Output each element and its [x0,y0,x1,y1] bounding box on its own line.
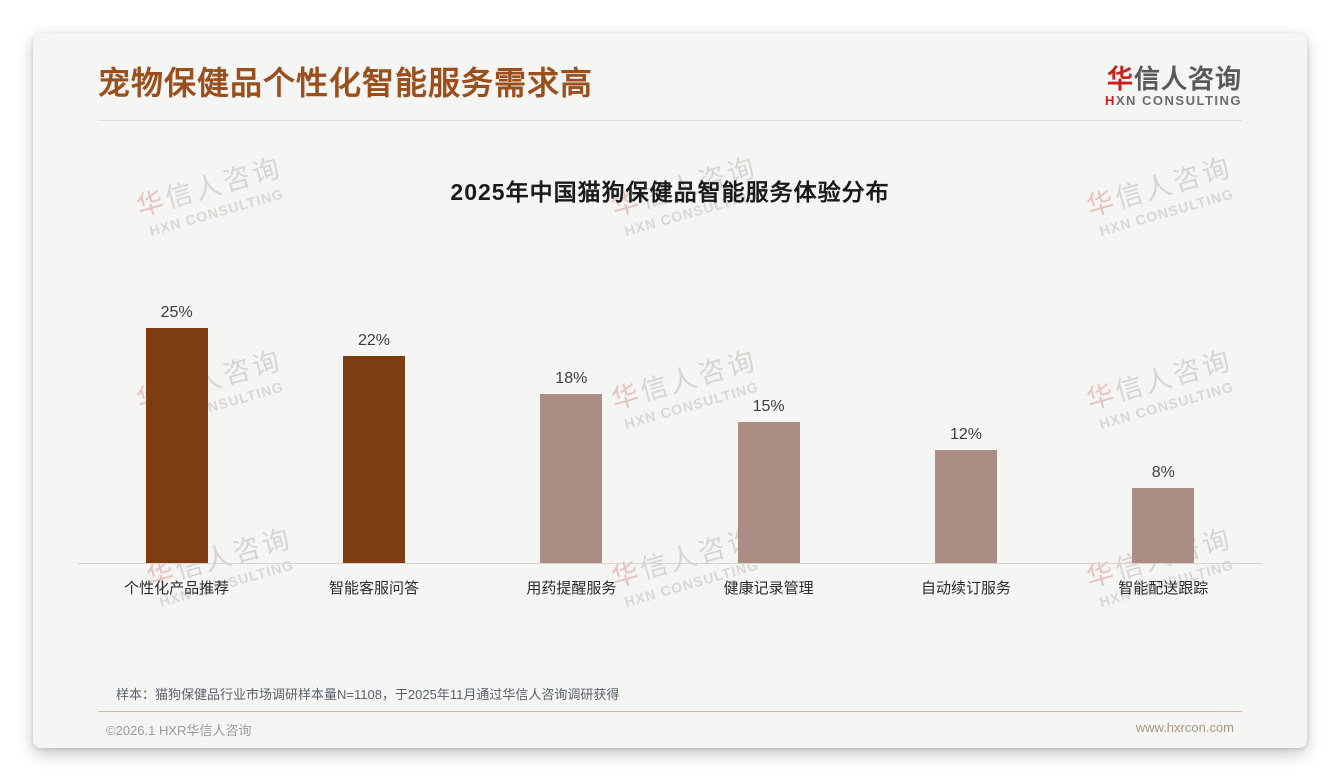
bar-value-label: 18% [555,370,588,387]
category-label: 智能客服问答 [328,580,419,597]
header: 宠物保健品个性化智能服务需求高 华信人咨询 HXN CONSULTING [33,33,1307,108]
bar-value-label: 12% [949,426,982,443]
footer-divider [98,711,1242,712]
category-label: 个性化产品推荐 [124,580,230,597]
bar-value-label: 8% [1151,464,1175,481]
sample-note: 样本：猫狗保健品行业市场调研样本量N=1108，于2025年11月通过华信人咨询… [116,687,620,702]
logo-chinese-name: 华信人咨询 [1106,64,1242,94]
bar-column: 8% [1065,464,1262,563]
bar [540,394,603,563]
slide-card: 华信人咨询 HXN CONSULTING 华信人咨询 HXN CONSULTING 华信… [33,33,1307,748]
bar-chart: 25% 22% 18% 15% 12% 8% [78,273,1262,564]
category-label: 智能配送跟踪 [1118,580,1209,597]
bar [145,328,208,563]
chart-title: 2025年中国猫狗保健品智能服务体验分布 [450,179,890,205]
bar [737,422,800,563]
bar-column: 18% [473,370,670,563]
logo-english-name: HXN CONSULTING [1104,93,1242,108]
category-label: 自动续订服务 [920,580,1011,597]
website-link: www.hxrcon.com [1135,720,1234,735]
bar-chart-plot-area: 25% 22% 18% 15% 12% 8% [78,273,1262,564]
bar [342,356,405,563]
header-divider [98,120,1242,121]
bar-chart-category-axis: 个性化产品推荐 智能客服问答 用药提醒服务 健康记录管理 自动续订服务 智能配送跟踪 [78,577,1262,598]
bar-column: 22% [275,332,472,563]
bar-value-label: 15% [752,398,785,415]
footer: ©2026.1 HXR华信人咨询 www.hxrcon.com [106,720,1234,739]
category-label: 用药提醒服务 [526,580,617,597]
company-logo: 华信人咨询 HXN CONSULTING [1105,65,1242,108]
bar [1132,488,1195,563]
bar-column: 12% [867,426,1064,563]
page-title: 宠物保健品个性化智能服务需求高 [98,65,594,101]
bar-value-label: 22% [357,332,390,349]
category-label: 健康记录管理 [723,580,814,597]
bar [934,450,997,563]
bar-column: 15% [670,398,867,563]
bar-column: 25% [78,304,275,563]
bar-value-label: 25% [160,304,193,321]
copyright-text: ©2026.1 HXR华信人咨询 [106,723,252,738]
